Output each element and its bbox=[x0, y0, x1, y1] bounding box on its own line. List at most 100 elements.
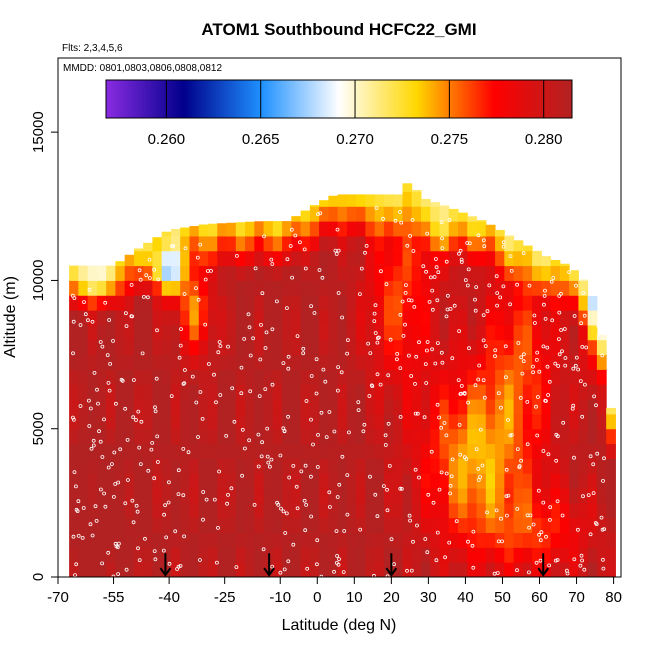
heatmap-cell bbox=[328, 399, 339, 415]
heatmap-cell bbox=[578, 443, 589, 459]
sample-point bbox=[230, 386, 235, 391]
heatmap-cell bbox=[245, 562, 255, 578]
sample-point bbox=[162, 512, 167, 517]
profile-arrow bbox=[537, 553, 550, 577]
heatmap-cell bbox=[96, 547, 107, 563]
heatmap-cell bbox=[198, 369, 209, 385]
sample-point bbox=[106, 465, 111, 470]
heatmap-cell bbox=[458, 221, 468, 237]
heatmap-cell bbox=[513, 265, 524, 281]
sample-point bbox=[571, 366, 576, 371]
sample-point bbox=[118, 447, 123, 452]
heatmap-cell bbox=[124, 502, 135, 519]
sample-point bbox=[470, 543, 475, 548]
heatmap-cell bbox=[504, 443, 515, 459]
heatmap-cell bbox=[559, 354, 570, 370]
sample-point bbox=[403, 283, 408, 288]
sample-point bbox=[112, 450, 117, 455]
heatmap-cell bbox=[198, 295, 209, 311]
heatmap-cell bbox=[208, 280, 218, 296]
sample-point bbox=[337, 557, 341, 561]
sample-point bbox=[548, 505, 553, 510]
heatmap-cell bbox=[458, 547, 468, 563]
heatmap-cell bbox=[133, 250, 144, 267]
heatmap-cell bbox=[522, 384, 533, 400]
heatmap-cell bbox=[78, 280, 89, 296]
heatmap-cell bbox=[328, 265, 339, 281]
heatmap-cell bbox=[300, 339, 311, 356]
heatmap-cell bbox=[365, 384, 376, 400]
heatmap-cell bbox=[393, 265, 403, 281]
heatmap-cell bbox=[161, 413, 172, 430]
sample-point bbox=[392, 562, 396, 567]
sample-point bbox=[240, 473, 245, 478]
heatmap-cell bbox=[124, 458, 135, 474]
sample-point bbox=[111, 338, 115, 343]
sample-point bbox=[176, 468, 181, 473]
sample-point bbox=[413, 411, 418, 416]
heatmap-cell bbox=[485, 547, 496, 563]
sample-point bbox=[194, 400, 199, 405]
heatmap-cell bbox=[309, 458, 320, 474]
sample-point bbox=[464, 457, 469, 461]
heatmap-cell bbox=[420, 324, 431, 341]
sample-point bbox=[388, 337, 393, 342]
heatmap-cell bbox=[485, 428, 496, 445]
sample-point bbox=[283, 531, 288, 535]
sample-point bbox=[432, 275, 437, 279]
heatmap-cell bbox=[189, 488, 200, 504]
sample-point bbox=[139, 419, 144, 424]
sample-point bbox=[504, 467, 509, 472]
sample-point bbox=[261, 547, 266, 552]
heatmap-cell bbox=[485, 339, 496, 356]
heatmap-cell bbox=[319, 200, 329, 207]
heatmap-cell bbox=[161, 324, 172, 341]
heatmap-cell bbox=[143, 488, 153, 504]
sample-point bbox=[242, 336, 247, 341]
heatmap-cell bbox=[328, 195, 339, 207]
heatmap-cell bbox=[254, 532, 265, 548]
heatmap-cell bbox=[282, 517, 292, 534]
sample-point bbox=[196, 435, 200, 439]
heatmap-cell bbox=[69, 443, 79, 459]
sample-point bbox=[559, 328, 563, 332]
sample-point bbox=[278, 570, 283, 575]
heatmap-cell bbox=[411, 354, 422, 370]
heatmap-cell bbox=[365, 547, 376, 563]
heatmap-cell bbox=[532, 399, 542, 415]
heatmap-cell bbox=[309, 488, 320, 504]
sample-point bbox=[482, 244, 487, 249]
heatmap-cell bbox=[485, 473, 496, 489]
heatmap-cell bbox=[272, 265, 283, 281]
heatmap-cell bbox=[411, 428, 422, 445]
y-axis-label: Altitude (m) bbox=[2, 276, 19, 358]
heatmap-cell bbox=[596, 458, 607, 474]
sample-point bbox=[375, 336, 380, 341]
heatmap-cell bbox=[291, 488, 302, 504]
heatmap-cell bbox=[180, 384, 190, 400]
heatmap-cell bbox=[495, 413, 505, 430]
sample-point bbox=[130, 498, 135, 503]
heatmap-cell bbox=[485, 324, 496, 341]
sample-point bbox=[422, 415, 427, 420]
heatmap-cell bbox=[282, 369, 292, 385]
heatmap-cell bbox=[346, 235, 357, 252]
heatmap-cell bbox=[263, 517, 274, 534]
heatmap-cell bbox=[587, 324, 598, 341]
heatmap-cell bbox=[263, 295, 274, 311]
heatmap-cell bbox=[356, 310, 366, 326]
sample-point bbox=[439, 470, 444, 475]
heatmap-cell bbox=[495, 280, 505, 296]
sample-point bbox=[407, 513, 412, 518]
heatmap-cell bbox=[319, 339, 329, 356]
heatmap-cell bbox=[226, 562, 237, 578]
heatmap-cell bbox=[115, 532, 126, 548]
sample-point bbox=[444, 314, 449, 319]
heatmap-cell bbox=[578, 295, 589, 311]
heatmap-cell bbox=[430, 413, 441, 430]
sample-point bbox=[500, 539, 504, 544]
sample-point bbox=[269, 257, 274, 262]
heatmap-cell bbox=[346, 265, 357, 281]
sample-point bbox=[440, 246, 445, 251]
heatmap-cell bbox=[532, 384, 542, 400]
